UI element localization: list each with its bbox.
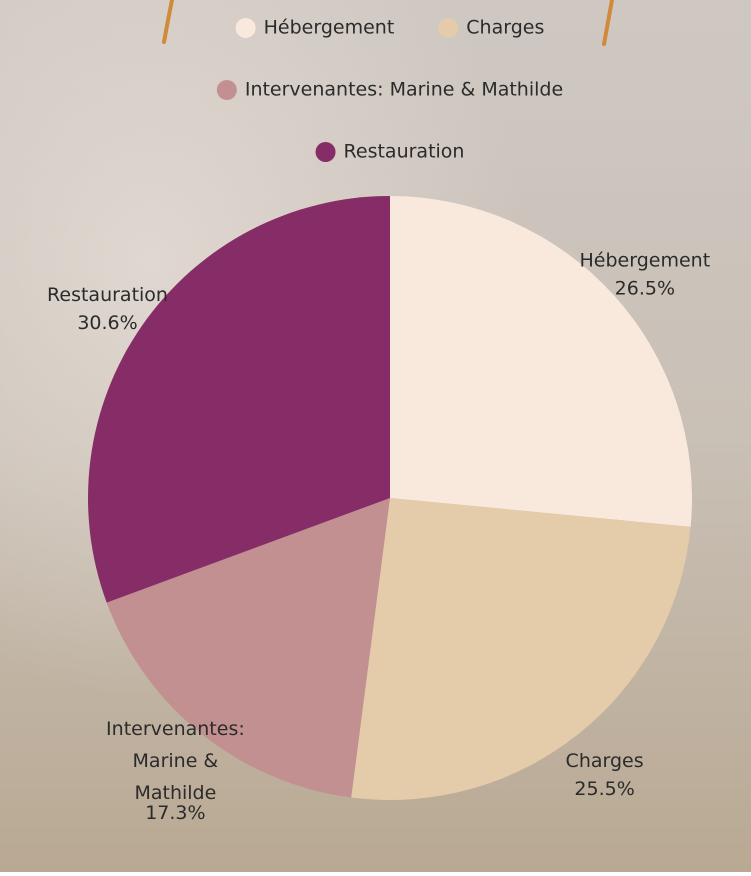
legend-swatch xyxy=(316,142,336,162)
legend-item: Intervenantes: Marine & Mathilde xyxy=(217,79,563,101)
legend-swatch xyxy=(236,18,256,38)
legend-label: Hébergement xyxy=(264,17,395,39)
category-label: Hébergement xyxy=(580,250,711,272)
value-label: 25.5% xyxy=(574,778,634,800)
category-label: Charges xyxy=(566,750,644,772)
pie xyxy=(88,196,692,800)
legend-label: Intervenantes: Marine & Mathilde xyxy=(245,79,563,101)
legend-label: Restauration xyxy=(344,141,465,163)
legend-label: Charges xyxy=(466,17,544,39)
chart: Hébergement Charges Intervenantes: Marine … xyxy=(0,0,751,872)
legend-swatch xyxy=(438,18,458,38)
category-label: Restauration xyxy=(47,284,168,306)
legend-swatch xyxy=(217,80,237,100)
value-label: 26.5% xyxy=(615,278,675,300)
value-label: 30.6% xyxy=(77,312,137,334)
value-label: 17.3% xyxy=(145,802,205,824)
